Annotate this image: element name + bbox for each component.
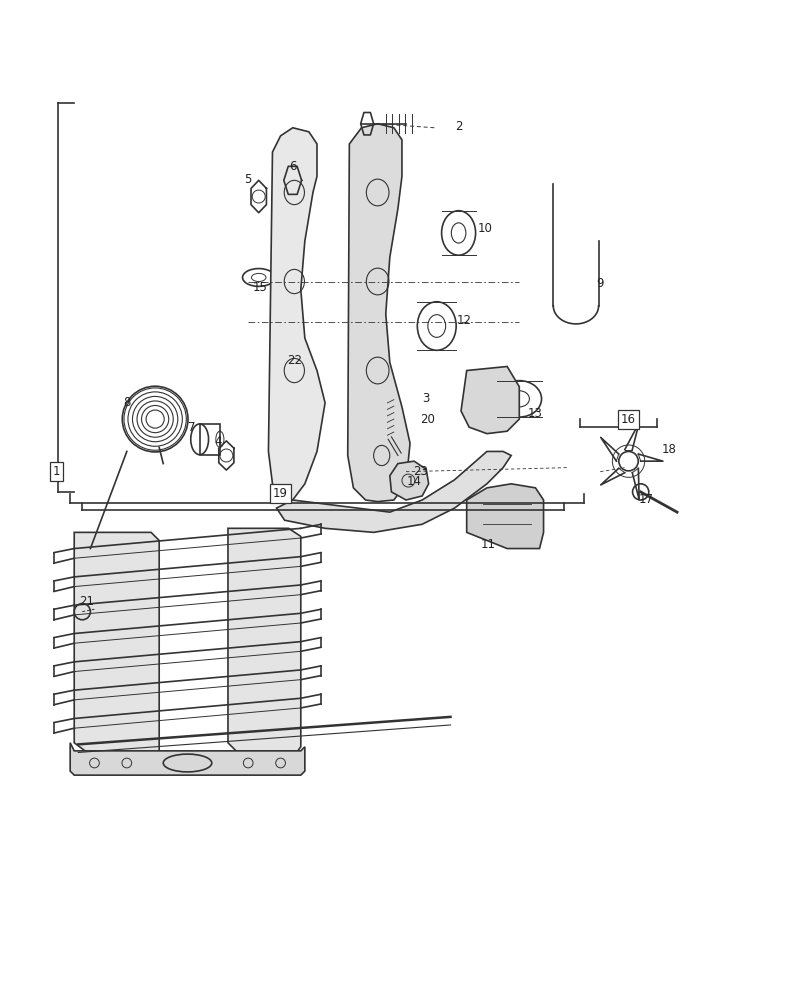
PathPatch shape [389,461,428,500]
Text: 12: 12 [457,314,471,327]
Text: 5: 5 [244,173,251,186]
Text: 17: 17 [638,493,653,506]
Text: 7: 7 [187,421,195,434]
PathPatch shape [277,451,511,532]
Text: 18: 18 [661,443,676,456]
Text: 10: 10 [478,222,492,235]
Text: 2: 2 [454,120,461,133]
Text: 1: 1 [53,465,60,478]
Text: 9: 9 [596,277,603,290]
Bar [200,424,220,455]
Text: 22: 22 [286,354,302,367]
Text: 11: 11 [480,538,496,551]
Text: 23: 23 [413,465,427,478]
Text: 13: 13 [527,407,543,420]
Text: 19: 19 [272,487,288,500]
PathPatch shape [347,124,410,502]
Text: 15: 15 [252,281,268,294]
PathPatch shape [74,532,159,771]
Text: 21: 21 [79,595,94,608]
Text: 20: 20 [420,413,435,426]
Text: 16: 16 [620,413,635,426]
Text: 14: 14 [406,475,421,488]
PathPatch shape [228,528,300,771]
Text: 4: 4 [214,435,221,448]
PathPatch shape [466,484,543,549]
PathPatch shape [461,366,519,434]
Text: 3: 3 [422,392,429,405]
PathPatch shape [268,128,324,500]
Text: 8: 8 [123,396,131,409]
Text: 6: 6 [289,160,296,173]
PathPatch shape [70,743,304,775]
